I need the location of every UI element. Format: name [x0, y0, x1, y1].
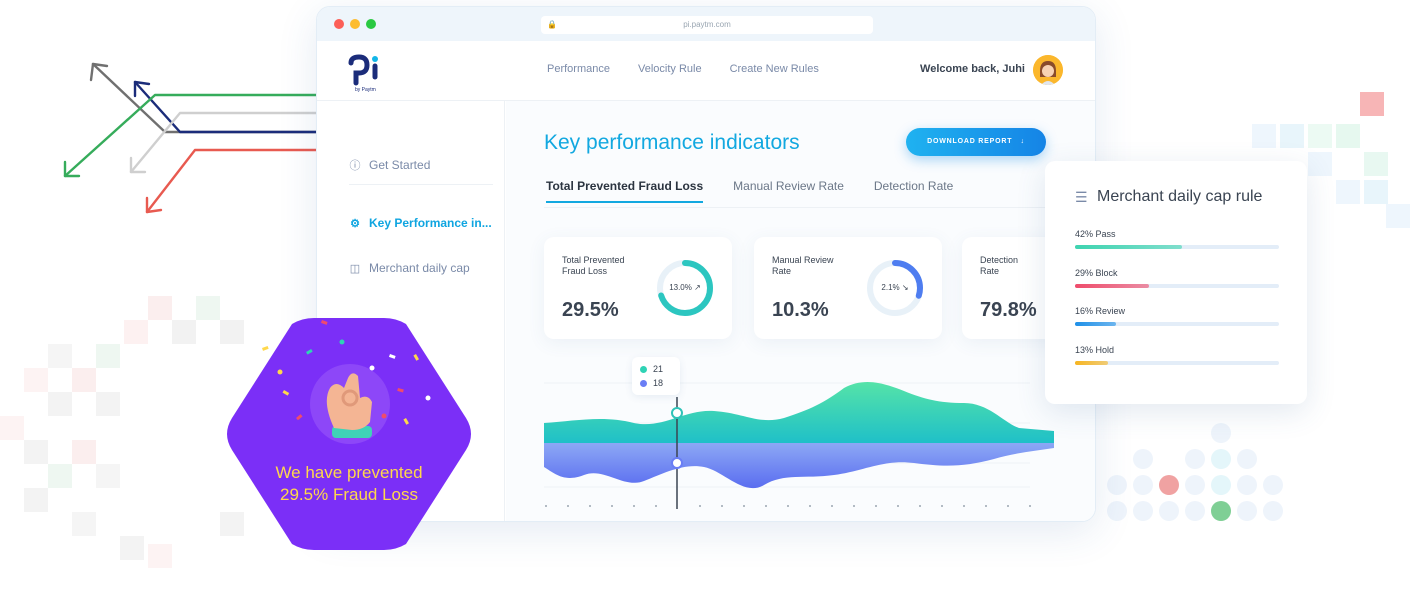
maximize-window-dot[interactable] [366, 19, 376, 29]
nav-link-create-new-rules[interactable]: Create New Rules [729, 63, 819, 75]
tooltip-row-series-1: 21 [640, 364, 663, 374]
kpi-card-value: 29.5% [562, 299, 619, 321]
sidebar-item-merchant-daily-cap[interactable]: ◫ Merchant daily cap [349, 261, 470, 275]
logo-subtext: by Paytm [355, 87, 376, 93]
rule-progress-track [1075, 322, 1279, 326]
sidebar-item-label: Merchant daily cap [369, 261, 470, 275]
progress-ring-icon [867, 260, 923, 316]
decorative-grid-left [0, 296, 250, 576]
kpi-tabs: Total Prevented Fraud Loss Manual Review… [546, 179, 953, 203]
rule-label: 16% Review [1075, 306, 1126, 316]
pi-logo[interactable]: by Paytm [347, 53, 381, 93]
progress-ring-icon [657, 260, 713, 316]
legend-dot [640, 365, 647, 373]
nav-link-performance[interactable]: Performance [547, 63, 610, 75]
series-bottom-point[interactable] [671, 457, 683, 469]
decorative-grid-right [1250, 90, 1410, 230]
sliders-icon: ☰ [1075, 189, 1088, 205]
info-icon: ⓘ [349, 160, 361, 172]
ring-label: 2.1% ↘ [866, 283, 924, 292]
rule-progress-track [1075, 284, 1279, 288]
fraud-loss-area-chart[interactable] [544, 363, 1058, 513]
series-bottom-area [544, 443, 1054, 489]
tab-detection-rate[interactable]: Detection Rate [873, 179, 954, 193]
sidebar: ⓘ Get Started ⚙ Key Performance in... ◫ … [317, 101, 505, 521]
top-navigation: by Paytm Performance Velocity Rule Creat… [317, 41, 1095, 101]
rule-label: 29% Block [1075, 268, 1118, 278]
kpi-card-label: Detection Rate [980, 255, 1019, 276]
chart-tooltip: 21 18 [632, 357, 680, 395]
sidebar-item-key-performance[interactable]: ⚙ Key Performance in... [349, 216, 492, 230]
download-report-label: DOWNLOAD REPORT [927, 138, 1013, 145]
rule-progress-fill [1075, 245, 1183, 249]
tooltip-row-series-2: 18 [640, 378, 663, 388]
kpi-card-label: Manual Review Rate [772, 255, 834, 276]
tooltip-value: 18 [653, 378, 664, 388]
gear-icon: ⚙ [350, 217, 360, 230]
avatar[interactable] [1033, 55, 1063, 85]
rule-label: 42% Pass [1075, 229, 1116, 239]
rule-row-block: 29% Block [1075, 268, 1279, 288]
address-bar-url: pi.paytm.com [683, 20, 731, 29]
kpi-card-fraud-loss[interactable]: Total Prevented Fraud Loss 29.5% 13.0% ↗ [544, 237, 732, 339]
trend-down-icon: ↘ [899, 283, 909, 292]
nav-link-velocity-rule[interactable]: Velocity Rule [637, 63, 702, 75]
close-window-dot[interactable] [334, 19, 344, 29]
rule-label: 13% Hold [1075, 345, 1115, 355]
tab-manual-review-rate[interactable]: Manual Review Rate [733, 179, 844, 193]
badge-text: We have prevented 29.5% Fraud Loss [275, 463, 423, 504]
document-icon: ◫ [349, 262, 361, 275]
sidebar-item-label: Key Performance in... [369, 216, 492, 230]
tabs-divider [544, 207, 1095, 208]
page-title: Key performance indicators [544, 131, 800, 154]
merchant-card-title: Merchant daily cap rule [1097, 188, 1263, 205]
kpi-card-value: 10.3% [772, 299, 829, 321]
kpi-card-value: 79.8% [980, 299, 1037, 321]
pi-logo-icon: by Paytm [348, 54, 378, 93]
fraud-loss-badge [227, 318, 471, 550]
tab-total-prevented-fraud-loss[interactable]: Total Prevented Fraud Loss [546, 179, 704, 203]
x-axis-ticks [545, 505, 1031, 507]
rule-progress-fill [1075, 284, 1149, 288]
kpi-card-label: Total Prevented Fraud Loss [562, 255, 625, 276]
welcome-text: Welcome back, Juhi [920, 63, 1025, 75]
sidebar-item-get-started[interactable]: ⓘ Get Started [349, 157, 431, 173]
lock-icon: 🔒 [547, 20, 557, 29]
rule-progress-fill [1075, 322, 1116, 326]
kpi-card-manual-review[interactable]: Manual Review Rate 10.3% 2.1% ↘ [754, 237, 942, 339]
rule-progress-track [1075, 361, 1279, 365]
rule-row-hold: 13% Hold [1075, 345, 1279, 365]
download-report-button[interactable]: DOWNLOAD REPORT ↓ [906, 128, 1046, 156]
redirect-arrows-icon [63, 62, 319, 214]
rule-row-pass: 42% Pass [1075, 229, 1279, 249]
ring-label: 13.0% ↗ [656, 283, 714, 292]
rule-progress-fill [1075, 361, 1109, 365]
decorative-dots [1107, 423, 1283, 521]
user-avatar-icon [1033, 55, 1063, 85]
series-top-point[interactable] [671, 407, 683, 419]
confetti-icon [262, 320, 431, 425]
sidebar-divider [349, 184, 493, 185]
rule-row-review: 16% Review [1075, 306, 1279, 326]
tooltip-value: 21 [653, 364, 664, 374]
browser-window: 🔒 pi.paytm.com by Paytm Performance Velo… [316, 6, 1096, 522]
merchant-daily-cap-card[interactable]: ☰ Merchant daily cap rule 42% Pass 29% B… [1045, 161, 1307, 404]
main-content: Key performance indicators DOWNLOAD REPO… [506, 101, 1095, 521]
address-bar[interactable]: 🔒 pi.paytm.com [541, 16, 873, 34]
nav-links: Performance Velocity Rule Create New Rul… [547, 63, 819, 75]
rule-progress-track [1075, 245, 1279, 249]
ring-value: 13.0% [669, 283, 692, 292]
ok-hand-icon [326, 373, 372, 438]
browser-titlebar: 🔒 pi.paytm.com [317, 7, 1095, 41]
legend-dot [640, 379, 647, 387]
trend-up-icon: ↗ [691, 283, 701, 292]
minimize-window-dot[interactable] [350, 19, 360, 29]
sidebar-item-label: Get Started [369, 158, 431, 172]
series-top-area [544, 381, 1054, 443]
ring-value: 2.1% [881, 283, 900, 292]
download-arrow-icon: ↓ [1015, 138, 1025, 145]
